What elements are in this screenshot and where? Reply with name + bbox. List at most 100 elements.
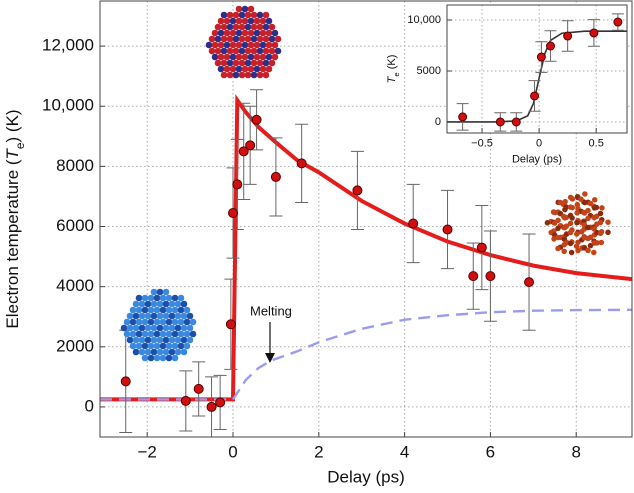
atom: [208, 35, 216, 43]
atom: [259, 29, 267, 37]
atom: [259, 41, 267, 49]
atom: [144, 348, 152, 356]
data-point: [563, 31, 573, 41]
atom: [247, 53, 255, 61]
atom: [268, 47, 276, 55]
atom: [171, 330, 179, 338]
atom: [141, 342, 149, 350]
atom: [162, 324, 170, 332]
y-tick-label: 10,000: [407, 14, 441, 26]
atom: [223, 41, 231, 49]
atom: [262, 71, 270, 79]
atom: [593, 204, 600, 211]
data-point: [225, 319, 236, 330]
atom: [217, 65, 225, 73]
atom: [150, 300, 158, 308]
atom: [180, 300, 188, 308]
atom: [138, 336, 146, 344]
atom: [183, 306, 191, 314]
atom: [555, 217, 561, 224]
atom: [174, 300, 182, 308]
x-tick-label: −2: [137, 443, 156, 462]
atom: [567, 240, 574, 247]
atom: [244, 47, 252, 55]
atom: [168, 348, 176, 356]
atom: [177, 318, 185, 326]
atom: [250, 23, 258, 31]
data-point: [245, 140, 256, 151]
atom: [587, 242, 594, 249]
atom: [162, 348, 170, 356]
annotation: Melting: [250, 303, 292, 318]
atom: [232, 11, 240, 19]
atom: [274, 35, 282, 43]
data-point: [180, 395, 191, 406]
data-point: [251, 114, 262, 125]
y-tick-label: 0: [435, 116, 441, 128]
atom: [229, 53, 237, 61]
atom: [573, 243, 580, 249]
atom: [597, 219, 604, 226]
atom: [135, 318, 143, 326]
atom: [144, 312, 152, 320]
data-point: [120, 376, 131, 387]
inset-plot: −0.5 0 0.5 0 5000 10,000 Delay (ps) Te (K): [386, 4, 628, 165]
data-point: [270, 171, 281, 182]
atom: [247, 29, 255, 37]
atom: [238, 47, 246, 55]
atom: [177, 294, 185, 302]
data-point: [530, 91, 540, 101]
atom: [123, 330, 131, 338]
atom: [159, 318, 167, 326]
y-axis-label-part: Electron temperature (: [3, 159, 22, 328]
y-tick-label: 6000: [56, 216, 94, 235]
atom: [147, 318, 155, 326]
atom: [162, 300, 170, 308]
atom: [235, 53, 243, 61]
atom: [123, 318, 131, 326]
data-point: [495, 117, 505, 127]
atom: [132, 312, 140, 320]
y-axis-label-part: ) (K): [3, 109, 22, 142]
atom: [153, 342, 161, 350]
atom: [232, 47, 240, 55]
atom: [165, 342, 173, 350]
atom: [135, 294, 143, 302]
atom: [159, 306, 167, 314]
atom: [220, 71, 228, 79]
atom: [165, 354, 173, 362]
x-tick-label: 0: [536, 137, 542, 149]
atom: [568, 249, 575, 256]
atom: [186, 324, 194, 332]
atom: [144, 300, 152, 308]
atom: [591, 249, 597, 256]
atom: [150, 288, 158, 296]
atom: [220, 47, 228, 55]
y-axis-label-part: T: [386, 75, 398, 83]
atom: [211, 53, 219, 61]
atom: [555, 225, 561, 232]
atom: [156, 300, 164, 308]
atom: [138, 312, 146, 320]
data-point: [408, 218, 419, 229]
atom: [262, 59, 270, 67]
atom: [582, 191, 588, 197]
atom: [574, 210, 580, 216]
atom: [244, 23, 252, 31]
atom: [244, 59, 252, 67]
atom: [563, 214, 570, 221]
data-point: [524, 277, 535, 288]
atom: [165, 330, 173, 338]
atom: [217, 17, 225, 25]
atom: [235, 41, 243, 49]
atom: [244, 11, 252, 19]
atom: [174, 312, 182, 320]
atom: [147, 342, 155, 350]
y-axis-label-part: T: [3, 147, 22, 159]
atom: [238, 11, 246, 19]
atom: [241, 29, 249, 37]
atom: [174, 336, 182, 344]
nanoparticle-images: [120, 5, 611, 362]
data-point: [468, 271, 479, 282]
atom: [214, 23, 222, 31]
